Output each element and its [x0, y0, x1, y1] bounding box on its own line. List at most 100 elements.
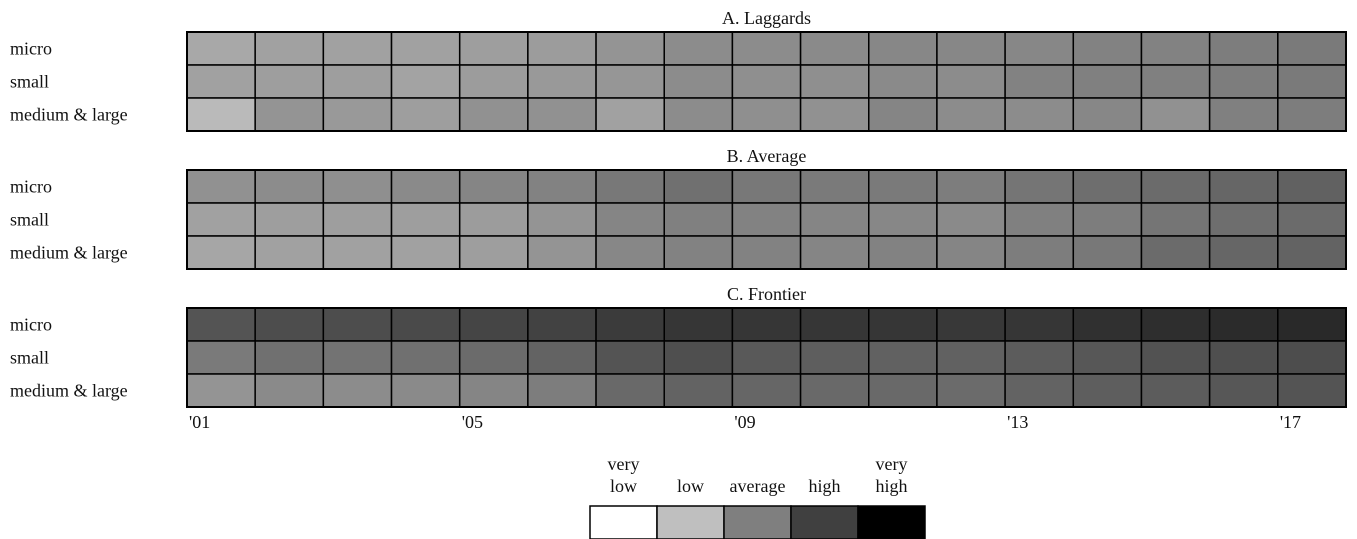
heatmap-cell: [254, 373, 325, 408]
panel-border: [186, 31, 1347, 132]
row-label: medium & large: [10, 105, 128, 125]
heatmap-cell: [731, 373, 802, 408]
legend-swatch: [857, 505, 926, 539]
legend-label-top: very: [608, 454, 640, 474]
heatmap-cell: [527, 373, 597, 408]
legend-label: low: [677, 476, 704, 496]
heatmap-cell: [322, 373, 393, 408]
heatmap-cell: [799, 97, 870, 132]
heatmap-cell: [322, 340, 393, 375]
heatmap-cell: [458, 235, 529, 270]
heatmap-cell: [868, 31, 938, 66]
heatmap-cell: [595, 235, 665, 270]
heatmap-cell: [254, 235, 325, 270]
heatmap-cell: [390, 340, 461, 375]
heatmap-cell: [1277, 97, 1347, 132]
heatmap-cell: [868, 340, 938, 375]
heatmap-cell: [868, 64, 938, 99]
row-label: medium & large: [10, 381, 128, 401]
heatmap-cell: [322, 31, 393, 66]
heatmap-cell: [936, 202, 1006, 237]
heatmap-cell: [458, 202, 529, 237]
heatmap-cell: [1072, 202, 1143, 237]
heatmap-cell: [868, 169, 938, 204]
heatmap-cell: [390, 202, 461, 237]
heatmap-cell: [527, 307, 597, 342]
heatmap-cell: [731, 202, 802, 237]
heatmap-cell: [254, 202, 325, 237]
heatmap-cell: [458, 373, 529, 408]
heatmap-cell: [458, 64, 529, 99]
heatmap-cell: [458, 340, 529, 375]
heatmap-cell: [799, 64, 870, 99]
heatmap-cell: [868, 307, 938, 342]
heatmap-cell: [186, 97, 256, 132]
heatmap-cell: [527, 31, 597, 66]
heatmap-cell: [595, 202, 665, 237]
heatmap-cell: [390, 373, 461, 408]
heatmap-cell: [663, 64, 734, 99]
heatmap-cell: [1072, 97, 1143, 132]
heatmap-cell: [1004, 97, 1075, 132]
heatmap-cell: [936, 31, 1006, 66]
x-tick-label: '01: [189, 412, 210, 432]
heatmap-cell: [936, 97, 1006, 132]
heatmap-cell: [731, 169, 802, 204]
heatmap-cell: [527, 169, 597, 204]
heatmap-cell: [458, 31, 529, 66]
heatmap-cell: [1277, 373, 1347, 408]
row-label: micro: [10, 315, 52, 335]
heatmap-cell: [595, 340, 665, 375]
heatmap-cell: [731, 31, 802, 66]
heatmap-cell: [1140, 64, 1211, 99]
heatmap-cell: [458, 307, 529, 342]
heatmap-cell: [1140, 169, 1211, 204]
panel-border: [186, 307, 1347, 408]
heatmap-cell: [731, 340, 802, 375]
heatmap-cell: [186, 64, 256, 99]
heatmap-cell: [322, 235, 393, 270]
heatmap-cell: [1208, 97, 1279, 132]
heatmap-cell: [663, 235, 734, 270]
heatmap-cell: [1140, 340, 1211, 375]
heatmap-cell: [322, 97, 393, 132]
heatmap-cell: [663, 340, 734, 375]
heatmap-cell: [186, 373, 256, 408]
heatmap-cell: [663, 373, 734, 408]
heatmap-cell: [663, 202, 734, 237]
heatmap-cell: [663, 31, 734, 66]
heatmap-cell: [254, 97, 325, 132]
heatmap-cell: [390, 307, 461, 342]
row-label: small: [10, 348, 49, 368]
heatmap-cell: [254, 307, 325, 342]
panel-border: [186, 169, 1347, 270]
heatmap-cell: [1208, 307, 1279, 342]
heatmap-cell: [254, 31, 325, 66]
heatmap-cell: [799, 307, 870, 342]
heatmap-cell: [186, 340, 256, 375]
heatmap-cell: [1208, 373, 1279, 408]
row-label: small: [10, 210, 49, 230]
heatmap-cell: [595, 97, 665, 132]
heatmap-cell: [1208, 31, 1279, 66]
heatmap-cell: [322, 64, 393, 99]
panel-title: B. Average: [727, 146, 807, 166]
heatmap-cell: [936, 169, 1006, 204]
heatmap-cell: [1004, 31, 1075, 66]
heatmap-cell: [1072, 31, 1143, 66]
heatmap-cell: [595, 373, 665, 408]
heatmap-cell: [186, 307, 256, 342]
heatmap-cell: [799, 31, 870, 66]
heatmap-cell: [868, 373, 938, 408]
heatmap-cell: [390, 169, 461, 204]
heatmap-cell: [731, 64, 802, 99]
heatmap-cell: [1072, 235, 1143, 270]
heatmap-cell: [390, 97, 461, 132]
heatmap-cell: [390, 31, 461, 66]
row-label: small: [10, 72, 49, 92]
heatmap-cell: [322, 202, 393, 237]
heatmap-cell: [595, 64, 665, 99]
heatmap-cell: [254, 64, 325, 99]
heatmap-cell: [799, 340, 870, 375]
heatmap-cell: [1277, 169, 1347, 204]
